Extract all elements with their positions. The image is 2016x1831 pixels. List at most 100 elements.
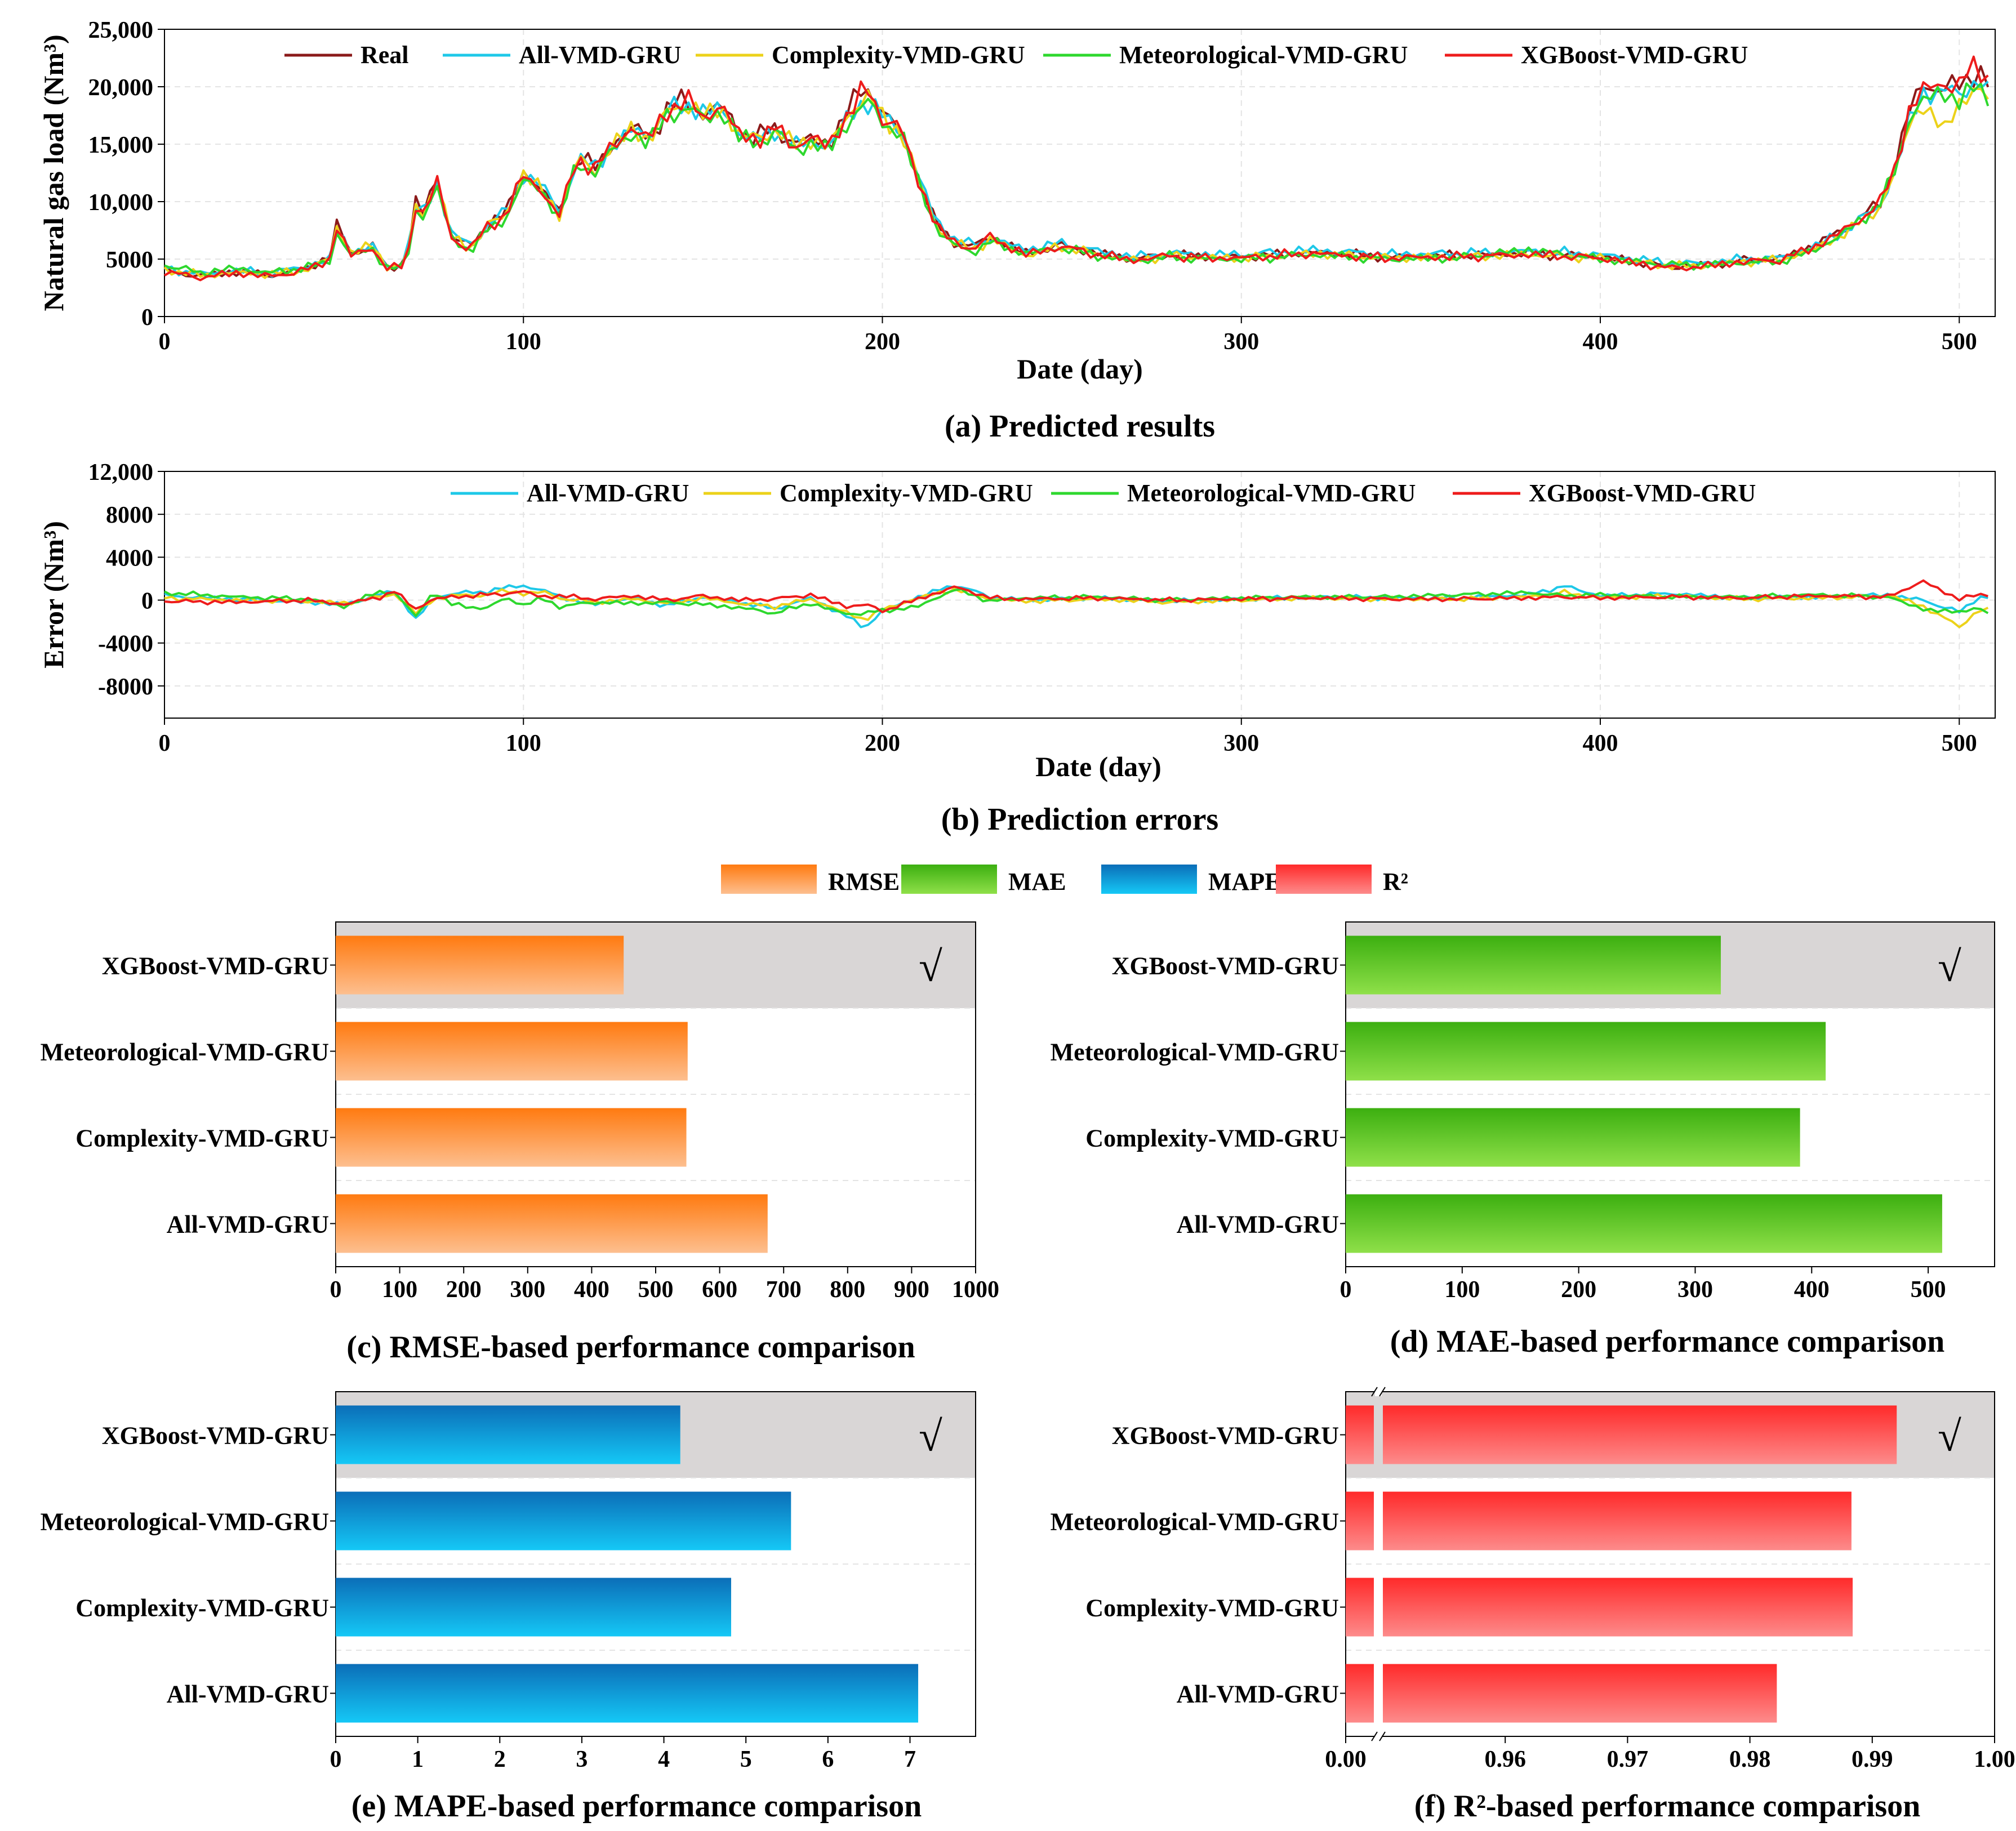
caption: (f) R²-based performance comparison	[1414, 1789, 1921, 1824]
panel-a-frame	[164, 29, 1996, 317]
metric-legend-label-mae: MAE	[1008, 868, 1066, 896]
best-checkmark: √	[1938, 943, 1961, 991]
ytick-label: -4000	[98, 631, 153, 657]
xtick-label: 500	[1942, 730, 1977, 756]
category-label-meteorological-vmd-gru: Meteorological-VMD-GRU	[41, 1508, 329, 1536]
metric-legend-swatch-rmse	[721, 865, 817, 894]
ytick-label: 20,000	[88, 75, 154, 101]
axis-break-gap	[1375, 1387, 1382, 1396]
axis-break-gap	[1375, 1732, 1382, 1741]
bar-xgboost-vmd-gru	[336, 935, 624, 995]
category-label-complexity-vmd-gru: Complexity-VMD-GRU	[75, 1125, 329, 1152]
panel-a-ylabel: Natural gas load (Nm³)	[38, 34, 69, 311]
panel-d-mae: XGBoost-VMD-GRU Meteorological-VMD-GRU Com…	[1051, 921, 1995, 1359]
xtick-label: 5	[740, 1747, 752, 1772]
xtick-label: 0.97	[1607, 1747, 1649, 1772]
legend-label-meteorological-vmd-gru: Meteorological-VMD-GRU	[1127, 479, 1416, 507]
bar-complexity-vmd-gru	[1383, 1578, 1853, 1637]
metric-legend-swatch-mae	[901, 865, 997, 894]
xtick-label: 500	[1911, 1277, 1946, 1303]
xtick-label: 100	[506, 329, 541, 355]
panel-b-frame	[164, 471, 1996, 719]
bar-meteorological-vmd-gru	[336, 1022, 688, 1081]
legend-label-meteorological-vmd-gru: Meteorological-VMD-GRU	[1119, 41, 1408, 69]
axis-break-mark	[1371, 1731, 1378, 1741]
xtick-label: 1.00	[1974, 1747, 2015, 1772]
xtick-label: 3	[576, 1747, 588, 1772]
bar-all-vmd-gru	[336, 1194, 768, 1253]
legend-label-xgboost-vmd-gru: XGBoost-VMD-GRU	[1529, 479, 1756, 507]
frame	[1345, 1391, 1995, 1737]
xtick-label: 300	[510, 1277, 545, 1303]
frame	[1345, 921, 1995, 1267]
xtick-label: 100	[382, 1277, 417, 1303]
category-label-xgboost-vmd-gru: XGBoost-VMD-GRU	[1112, 952, 1339, 980]
xtick-label: 0	[330, 1747, 342, 1772]
panel-b-caption: (b) Prediction errors	[941, 802, 1218, 837]
metric-legend-label-mape: MAPE	[1208, 868, 1281, 896]
series-line-xgboost-vmd-gru	[163, 55, 1989, 282]
caption: (e) MAPE-based performance comparison	[351, 1789, 922, 1824]
axis-break-mark	[1379, 1387, 1386, 1397]
panel-b-prediction-errors: 0 100 200 300 400 500 -8000 -4000 0 4000 8000 12,00…	[38, 460, 1996, 837]
bar-xgboost-vmd-gru	[336, 1405, 680, 1464]
series-line-all-vmd-gru	[164, 584, 1988, 629]
best-checkmark: √	[919, 943, 942, 991]
category-label-meteorological-vmd-gru: Meteorological-VMD-GRU	[41, 1039, 329, 1066]
xtick-label: 0	[159, 730, 171, 756]
bar-meteorological-vmd-gru-broken-segment	[1346, 1491, 1374, 1551]
xtick-label: 2	[494, 1747, 506, 1772]
bar-complexity-vmd-gru	[336, 1108, 687, 1167]
xtick-label: 0.99	[1852, 1747, 1893, 1772]
ytick-label: 8000	[106, 502, 153, 528]
category-label-complexity-vmd-gru: Complexity-VMD-GRU	[1085, 1594, 1339, 1622]
legend-label-xgboost-vmd-gru: XGBoost-VMD-GRU	[1521, 41, 1748, 69]
ytick-label: 4000	[106, 545, 153, 571]
category-label-xgboost-vmd-gru: XGBoost-VMD-GRU	[1112, 1422, 1339, 1450]
xtick-label: 200	[865, 730, 900, 756]
bar-meteorological-vmd-gru	[336, 1491, 791, 1551]
bar-meteorological-vmd-gru	[1346, 1022, 1826, 1081]
metric-legend: RMSE MAE MAPE R²	[721, 865, 1408, 896]
legend-label-complexity-vmd-gru: Complexity-VMD-GRU	[772, 41, 1025, 69]
xtick-label: 800	[830, 1277, 865, 1303]
panel-c-rmse: XGBoost-VMD-GRU Meteorological-VMD-GRU Com…	[41, 921, 999, 1365]
category-label-all-vmd-gru: All-VMD-GRU	[167, 1211, 329, 1239]
xtick-label: 7	[904, 1747, 916, 1772]
category-label-all-vmd-gru: All-VMD-GRU	[1177, 1211, 1339, 1239]
ytick-label: -8000	[98, 674, 153, 700]
xtick-label: 400	[1583, 730, 1618, 756]
xtick-label: 100	[1444, 1277, 1480, 1303]
best-checkmark: √	[919, 1413, 942, 1460]
legend-label-all-vmd-gru: All-VMD-GRU	[527, 479, 689, 507]
xtick-label: 1	[412, 1747, 424, 1772]
panel-a-xlabel: Date (day)	[1017, 353, 1143, 385]
xtick-label: 0.98	[1729, 1747, 1771, 1772]
ytick-label: 15,000	[88, 132, 154, 158]
legend-label-real: Real	[361, 41, 409, 69]
metric-legend-label-r: R²	[1383, 868, 1408, 896]
ytick-label: 25,000	[88, 17, 154, 43]
xtick-label: 900	[894, 1277, 929, 1303]
axis-break-mark	[1379, 1731, 1386, 1741]
category-label-all-vmd-gru: All-VMD-GRU	[1177, 1681, 1339, 1708]
panel-a-caption: (a) Predicted results	[945, 409, 1215, 444]
bar-complexity-vmd-gru	[336, 1578, 731, 1637]
caption: (d) MAE-based performance comparison	[1390, 1324, 1945, 1359]
ytick-label: 5000	[106, 247, 153, 273]
bar-meteorological-vmd-gru	[1383, 1491, 1852, 1551]
bar-all-vmd-gru-broken-segment	[1346, 1664, 1374, 1723]
axis-break-mark	[1371, 1387, 1378, 1397]
series-line-xgboost-vmd-gru	[164, 579, 1988, 613]
frame	[335, 1391, 976, 1737]
category-label-meteorological-vmd-gru: Meteorological-VMD-GRU	[1051, 1508, 1339, 1536]
xtick-label: 600	[702, 1277, 737, 1303]
panel-f-r2: XGBoost-VMD-GRU Meteorological-VMD-GRU Com…	[1051, 1387, 2015, 1824]
bar-xgboost-vmd-gru-broken-segment	[1346, 1405, 1374, 1464]
bar-xgboost-vmd-gru	[1346, 935, 1721, 995]
panel-b-xlabel: Date (day)	[1035, 751, 1161, 782]
metric-legend-swatch-r	[1276, 865, 1372, 894]
bar-all-vmd-gru	[336, 1664, 919, 1723]
legend-label-all-vmd-gru: All-VMD-GRU	[519, 41, 681, 69]
